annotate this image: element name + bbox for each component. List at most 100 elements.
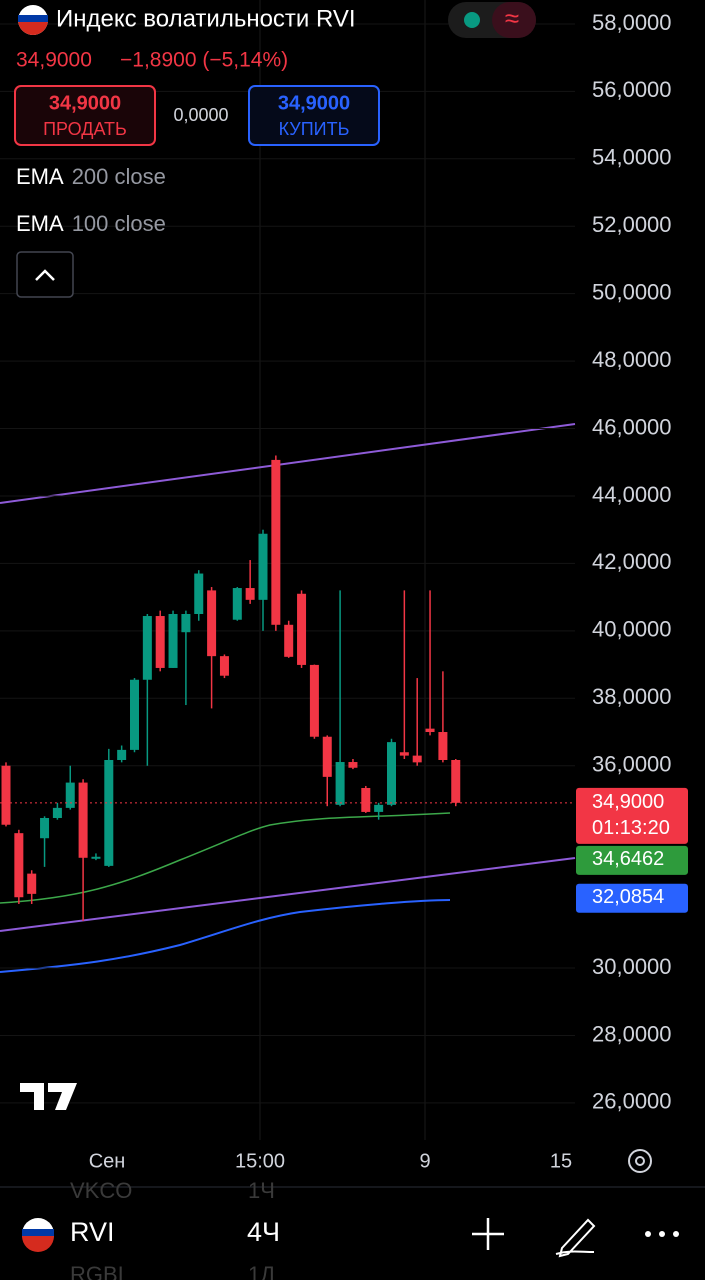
buy-price: 34,9000	[278, 92, 350, 114]
y-tick-label: 40,0000	[592, 617, 672, 642]
candle-body	[438, 732, 448, 760]
indicator-name: EMA	[16, 211, 64, 236]
price-tag	[576, 787, 688, 844]
candle-body	[168, 614, 178, 668]
candle-body	[65, 782, 75, 808]
settings-icon[interactable]	[628, 1149, 652, 1173]
candle-body	[27, 873, 37, 894]
logo	[20, 1083, 77, 1110]
chart-area	[0, 0, 576, 1140]
change: −1,8900 (−5,14%)	[120, 49, 288, 72]
ghost-text: VKCO	[70, 1178, 132, 1203]
indicator-tag-label: 34,6462	[592, 848, 664, 870]
channel-line	[0, 423, 576, 504]
y-tick-label: 54,0000	[592, 145, 672, 170]
candle-body	[219, 656, 229, 676]
candle-body	[245, 588, 255, 600]
y-tick-label: 46,0000	[592, 414, 672, 439]
sell-label: ПРОДАТЬ	[43, 119, 127, 139]
status-icon: ≈	[505, 3, 519, 33]
y-tick-label: 56,0000	[592, 77, 672, 102]
status-pill	[492, 2, 536, 38]
candle-body	[258, 533, 268, 600]
x-tick-label: 9	[419, 1150, 430, 1172]
y-tick-label: 30,0000	[592, 954, 672, 979]
candle-body	[117, 749, 127, 760]
ema-line	[0, 812, 451, 904]
candle-body	[130, 679, 139, 750]
flag-icon	[22, 1229, 54, 1236]
flag-icon	[22, 1236, 54, 1252]
indicator-tag	[576, 883, 688, 913]
draw-icon[interactable]	[555, 1218, 596, 1258]
candle-body	[348, 762, 358, 768]
buy-label: КУПИТЬ	[279, 119, 350, 139]
settings-icon	[635, 1156, 645, 1166]
countdown: 01:13:20	[592, 817, 670, 839]
candle-body	[271, 459, 281, 625]
indicator-name: EMA	[16, 164, 64, 189]
symbol[interactable]: RVI	[70, 1217, 115, 1247]
y-tick-label: 42,0000	[592, 549, 672, 574]
candle-body	[78, 782, 88, 858]
interval[interactable]: 4Ч	[247, 1217, 280, 1247]
y-tick-label: 26,0000	[592, 1089, 672, 1114]
candle-body	[361, 787, 371, 812]
flag-icon	[18, 15, 48, 22]
candle-body	[284, 624, 294, 657]
candle-body	[399, 752, 409, 756]
y-tick-label: 38,0000	[592, 684, 672, 709]
watermark	[20, 1083, 77, 1110]
y-tick-label: 52,0000	[592, 212, 672, 237]
bottom-bar: VKCO 1Ч RGBI 1Д RVI 4Ч	[22, 1178, 679, 1280]
more-icon[interactable]	[645, 1231, 651, 1237]
y-tick-label: 36,0000	[592, 752, 672, 777]
spread: 0,0000	[173, 105, 228, 125]
indicator-params: 200 close	[72, 164, 166, 189]
candle-body	[52, 807, 62, 818]
y-tick-label: 44,0000	[592, 482, 672, 507]
ghost-text: 1Ч	[248, 1178, 275, 1203]
candle-body	[297, 593, 307, 665]
status-dot	[464, 12, 480, 28]
sell-price: 34,9000	[49, 92, 121, 114]
price: 34,9000	[16, 49, 92, 72]
indicator-params: 100 close	[72, 211, 166, 236]
candle-body	[104, 760, 114, 866]
add-icon[interactable]	[472, 1218, 504, 1250]
collapse-icon	[35, 269, 55, 281]
y-tick-label: 58,0000	[592, 10, 672, 35]
candle-body	[1, 765, 11, 825]
ghost-text: RGBI	[70, 1262, 124, 1280]
indicator: EMA 100 close	[16, 211, 166, 236]
collapse-button[interactable]	[16, 251, 74, 298]
x-tick-label: 15:00	[235, 1150, 285, 1172]
candle-body	[91, 856, 101, 859]
y-tick-label: 48,0000	[592, 347, 672, 372]
candle-body	[181, 614, 191, 633]
price-tag-label: 34,9000	[592, 791, 664, 813]
sell-button[interactable]	[14, 85, 156, 146]
candle-body	[374, 804, 384, 812]
candle-body	[309, 664, 319, 737]
more-icon	[673, 1231, 679, 1237]
channel-line	[0, 857, 576, 932]
candle-body	[40, 817, 50, 839]
candle-body	[412, 755, 422, 763]
more-icon	[659, 1231, 665, 1237]
indicator: EMA 200 close	[16, 164, 166, 189]
candle-body	[322, 736, 332, 777]
x-tick-label: 15	[550, 1150, 572, 1172]
x-tick-label: Сен	[89, 1150, 126, 1172]
flag-icon	[18, 20, 48, 35]
candle-body	[194, 573, 204, 615]
candle-body	[207, 590, 217, 657]
buy-button[interactable]	[248, 85, 380, 146]
candle-body	[155, 616, 165, 668]
candle-body	[14, 833, 24, 898]
header: Индекс волатильности RVI ≈ 34,9000 −1,89…	[14, 2, 536, 298]
indicator-tag-label: 32,0854	[592, 886, 664, 908]
candle-body	[425, 728, 435, 733]
